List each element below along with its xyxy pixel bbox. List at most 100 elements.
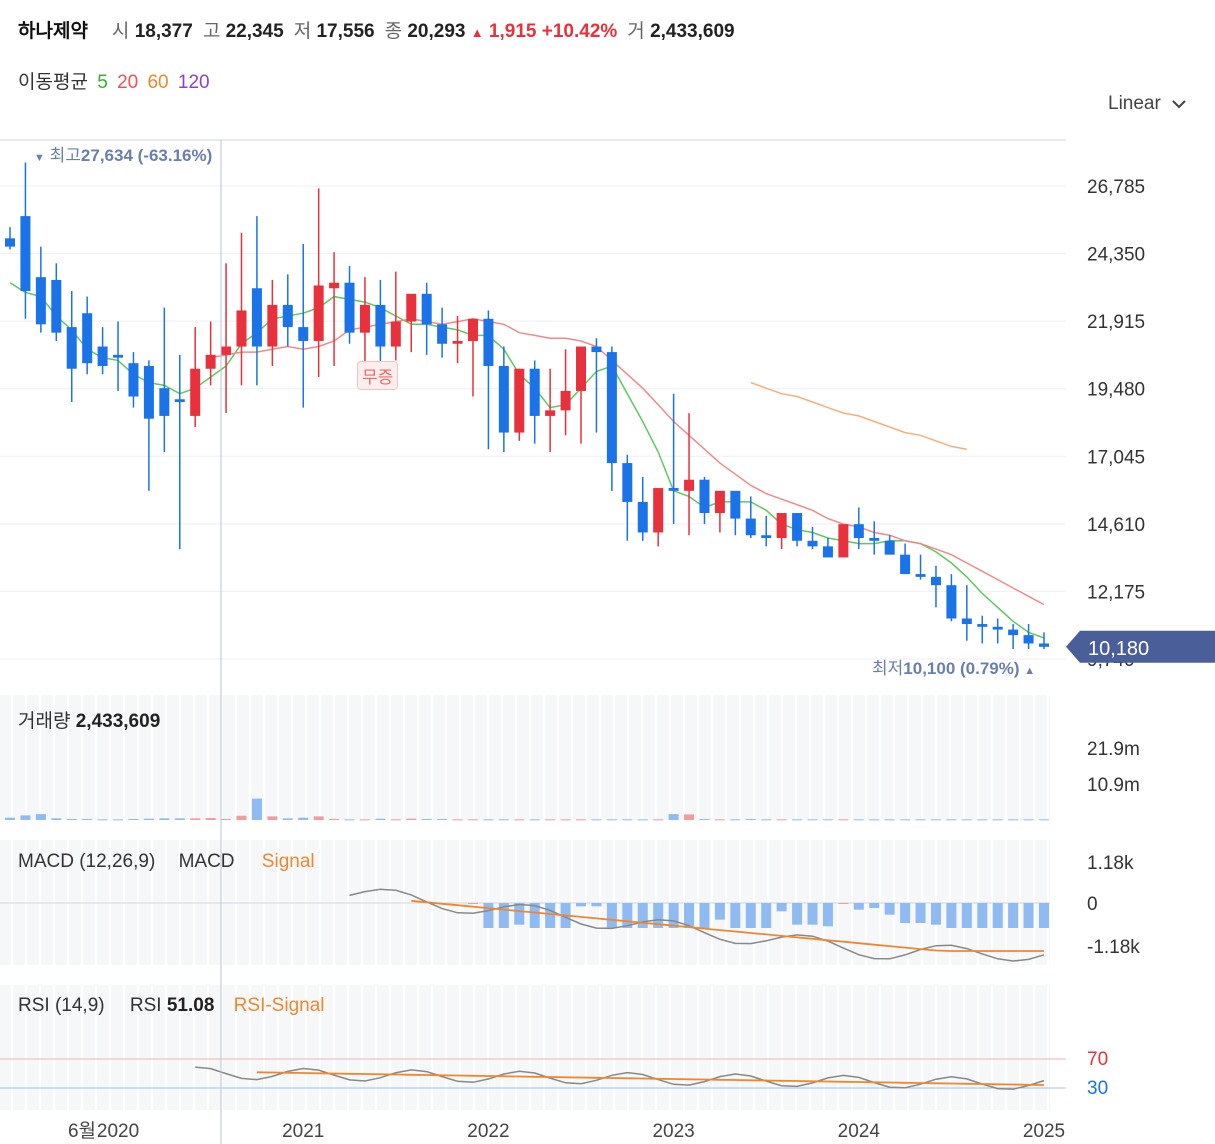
panel-bg: [0, 985, 1050, 1110]
volume-bar: [251, 798, 262, 820]
volume-bar: [421, 819, 432, 821]
change-percent: +10.42%: [541, 21, 618, 42]
macd-histogram-bar: [946, 903, 957, 928]
volume-bar: [97, 819, 108, 821]
volume-bar: [1008, 819, 1019, 821]
volume-bar: [684, 814, 695, 820]
macd-panel-title: MACD (12,26,9) MACD Signal: [18, 851, 315, 873]
volume-axis-label: 21.9m: [1087, 739, 1140, 760]
candle-body: [267, 304, 278, 347]
candle-body: [174, 399, 185, 403]
candle-body: [498, 365, 509, 433]
candle-body: [900, 554, 911, 575]
volume-bar: [282, 818, 293, 820]
volume-bar: [792, 819, 803, 821]
macd-histogram-bar: [545, 903, 556, 928]
down-arrow-icon: ▼: [34, 152, 45, 164]
rsi-panel-label: RSI (14,9): [18, 995, 105, 1016]
candle-body: [51, 279, 62, 333]
macd-histogram-bar: [930, 903, 941, 925]
volume-bar: [174, 818, 185, 820]
volume-bar: [221, 819, 232, 821]
x-axis-label: 2023: [652, 1121, 694, 1142]
macd-histogram-bar: [1008, 903, 1019, 928]
volume-bar: [190, 818, 201, 820]
candle-body: [97, 346, 108, 366]
volume-bar: [5, 817, 15, 820]
price-axis-label: 12,175: [1087, 582, 1145, 603]
candle-body: [853, 524, 864, 539]
macd-histogram-bar: [992, 903, 1003, 928]
ma-60-label[interactable]: 60: [147, 72, 169, 93]
macd-histogram-bar: [653, 903, 664, 928]
candle-body: [483, 318, 494, 366]
candle-body: [776, 513, 787, 539]
candle-body: [884, 540, 895, 555]
candle-body: [545, 410, 556, 416]
candle-body: [359, 304, 370, 333]
candle-body: [622, 463, 633, 502]
volume-bar: [483, 819, 494, 821]
volume-bar: [514, 819, 525, 821]
macd-histogram-bar: [483, 903, 494, 928]
candle-body: [128, 363, 139, 397]
scale-dropdown[interactable]: Linear: [1108, 93, 1186, 115]
macd-histogram-bar: [792, 903, 803, 925]
macd-histogram-bar: [467, 903, 478, 904]
volume-bar: [545, 819, 556, 821]
macd-histogram-bar: [884, 903, 895, 915]
candle-body: [437, 324, 448, 344]
volume-bar: [82, 819, 93, 821]
x-axis-label: 2020: [97, 1121, 139, 1142]
candle-body: [313, 285, 324, 341]
volume-bar: [776, 819, 787, 821]
low-marker-value: 10,100 (0.79%): [903, 659, 1020, 678]
volume-bar: [467, 819, 478, 821]
candle-body: [714, 490, 725, 514]
ma-20-label[interactable]: 20: [117, 72, 139, 93]
candle-body: [560, 390, 571, 411]
candle-body: [591, 346, 602, 353]
price-axis-label: 24,350: [1087, 245, 1145, 266]
event-tag[interactable]: 무증: [357, 361, 399, 390]
last-price-tag-value: 10,180: [1088, 638, 1149, 660]
close-value: 20,293: [407, 21, 466, 42]
open-value: 18,377: [134, 21, 193, 42]
volume-bar: [359, 819, 370, 821]
rsi-value: 51.08: [166, 995, 215, 1016]
volume-bar: [653, 819, 664, 821]
volume-bar: [915, 819, 926, 821]
candle-body: [467, 318, 478, 341]
candle-body: [159, 388, 170, 416]
macd-histogram-bar: [668, 903, 679, 928]
volume-bar: [205, 818, 216, 820]
candle-body: [5, 238, 15, 247]
change-value: 1,915: [488, 21, 537, 42]
macd-axis-label: 0: [1087, 894, 1098, 915]
volume-bar: [1039, 819, 1049, 821]
volume-bar: [437, 819, 448, 821]
volume-bar: [745, 819, 756, 821]
macd-signal-label: Signal: [261, 851, 315, 872]
volume-bar: [977, 819, 988, 821]
volume-panel-label: 거래량: [18, 711, 71, 732]
volume-bar: [452, 819, 463, 821]
volume-bar: [699, 819, 710, 821]
ma-120-label[interactable]: 120: [177, 72, 210, 93]
x-axis-label: 6월: [68, 1120, 96, 1142]
volume-panel-background: [0, 695, 1050, 820]
candle-body: [406, 293, 417, 322]
volume-panel-value: 2,433,609: [75, 711, 161, 732]
candle-body: [20, 216, 31, 292]
volume-axis-label: 10.9m: [1087, 775, 1140, 796]
candle-body: [946, 585, 957, 619]
macd-histogram-bar: [838, 903, 849, 904]
volume-bar: [35, 814, 46, 820]
volume-bar: [961, 819, 972, 821]
macd-histogram-bar: [869, 903, 880, 908]
ma-5-label[interactable]: 5: [97, 72, 108, 93]
macd-histogram-bar: [822, 903, 833, 927]
volume-bar: [267, 816, 278, 820]
macd-histogram-bar: [606, 903, 617, 928]
